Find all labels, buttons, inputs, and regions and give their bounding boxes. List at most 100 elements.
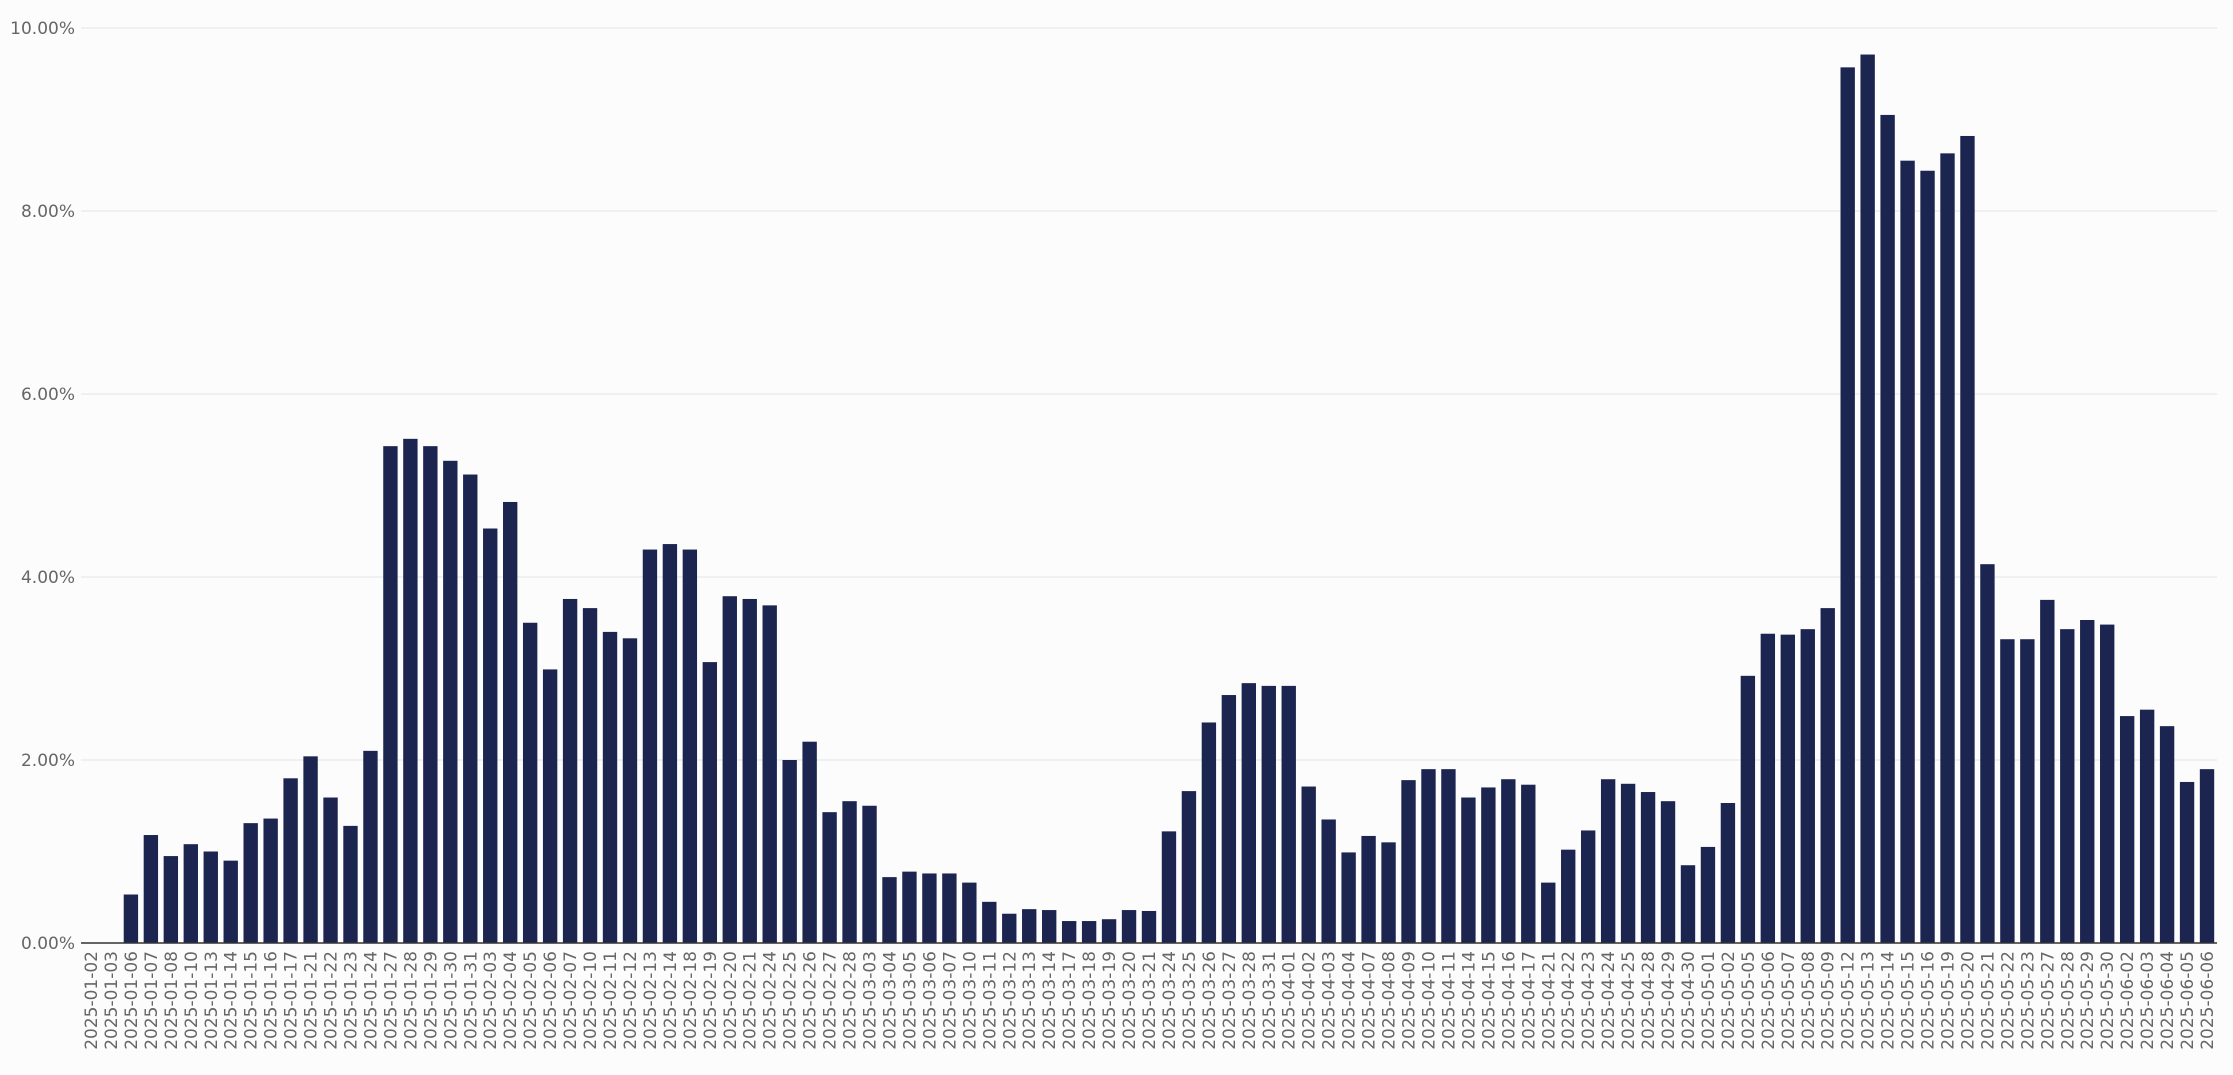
bar (2060, 629, 2075, 943)
x-tick-label: 2025-05-27 (2038, 951, 2058, 1050)
bar (303, 756, 318, 943)
bar (1281, 685, 1296, 943)
x-tick-label: 2025-01-13 (202, 951, 222, 1050)
x-tick-label: 2025-03-13 (1020, 951, 1040, 1050)
bar (2040, 599, 2055, 943)
x-tick-label: 2025-01-28 (401, 951, 421, 1050)
bar (1880, 114, 1895, 944)
x-tick-label: 2025-04-23 (1579, 951, 1599, 1050)
x-tick-label: 2025-01-02 (82, 951, 102, 1050)
x-tick-label: 2025-02-04 (501, 951, 521, 1050)
x-tick-label: 2025-02-26 (801, 951, 821, 1050)
y-tick-label: 10.00% (10, 19, 75, 39)
bar (2119, 716, 2135, 943)
x-tick-label: 2025-01-23 (341, 951, 361, 1050)
x-tick-label: 2025-04-24 (1599, 951, 1619, 1050)
x-tick-label: 2025-02-24 (761, 951, 781, 1050)
x-tick-label: 2025-01-21 (302, 951, 322, 1050)
x-tick-label: 2025-05-08 (1799, 951, 1819, 1050)
x-tick-label: 2025-01-10 (182, 951, 202, 1050)
x-tick-label: 2025-06-04 (2158, 951, 2178, 1050)
x-tick-label: 2025-03-05 (900, 951, 920, 1050)
bar (1401, 780, 1416, 943)
bar (1441, 769, 1456, 943)
x-tick-label: 2025-02-19 (701, 951, 721, 1050)
x-tick-label: 2025-03-19 (1100, 951, 1120, 1050)
bar (343, 825, 358, 943)
bar (1421, 769, 1436, 943)
x-tick-label: 2025-02-06 (541, 951, 561, 1050)
x-tick-label: 2025-05-29 (2078, 951, 2098, 1050)
bar (1940, 153, 1955, 944)
x-tick-label: 2025-05-09 (1819, 951, 1839, 1050)
x-tick-label: 2025-05-01 (1699, 951, 1719, 1050)
bar (1121, 910, 1137, 943)
x-tick-label: 2025-02-13 (641, 951, 661, 1050)
y-tick-label: 2.00% (21, 751, 75, 771)
x-tick-label: 2025-03-21 (1140, 951, 1160, 1050)
bar (1002, 913, 1017, 943)
bar (642, 549, 658, 943)
x-tick-label: 2025-04-11 (1439, 951, 1459, 1050)
bar (682, 549, 698, 943)
y-tick-label: 6.00% (21, 385, 75, 405)
x-tick-label: 2025-01-03 (102, 951, 122, 1050)
x-tick-label: 2025-03-12 (1000, 951, 1020, 1050)
bar (1221, 695, 1237, 943)
bar (2139, 709, 2155, 943)
bar (323, 797, 338, 943)
bar (902, 871, 917, 943)
bar (2020, 639, 2035, 943)
x-tick-label: 2025-05-02 (1719, 951, 1739, 1050)
x-tick-label: 2025-03-14 (1040, 951, 1060, 1050)
bar (622, 638, 638, 943)
x-tick-label: 2025-05-13 (1859, 951, 1879, 1050)
bar (1760, 633, 1776, 943)
x-tick-label: 2025-01-14 (222, 951, 242, 1050)
x-tick-label: 2025-02-27 (821, 951, 841, 1050)
bar (2080, 620, 2095, 943)
bar (123, 894, 139, 943)
bar (2100, 624, 2115, 943)
bar (1301, 786, 1316, 943)
bar (223, 860, 238, 943)
bar (2179, 781, 2195, 943)
x-tick-label: 2025-03-18 (1080, 951, 1100, 1050)
x-tick-label: 2025-04-25 (1619, 951, 1639, 1050)
x-tick-label: 2025-01-31 (461, 951, 481, 1050)
x-tick-label: 2025-04-16 (1499, 951, 1519, 1050)
x-tick-label: 2025-02-28 (841, 951, 861, 1050)
x-tick-label: 2025-01-22 (322, 951, 342, 1050)
bar (463, 474, 478, 943)
bar (203, 851, 218, 943)
x-tick-label: 2025-03-10 (960, 951, 980, 1050)
x-tick-label: 2025-05-05 (1739, 951, 1759, 1050)
x-tick-label: 2025-02-11 (601, 951, 621, 1050)
x-tick-label: 2025-05-19 (1939, 951, 1959, 1050)
bar (1361, 835, 1376, 943)
x-tick-label: 2025-03-06 (920, 951, 940, 1050)
bar (1900, 160, 1915, 944)
bar (1700, 846, 1716, 943)
bar (1061, 921, 1077, 943)
bar (1541, 882, 1556, 943)
bar (143, 835, 159, 943)
x-tick-label: 2025-05-14 (1879, 951, 1899, 1050)
x-tick-label: 2025-03-24 (1160, 951, 1180, 1050)
x-tick-label: 2025-01-06 (122, 951, 142, 1050)
x-tick-label: 2025-05-15 (1899, 951, 1919, 1050)
bar (1481, 787, 1496, 943)
bar (822, 812, 837, 943)
bar (602, 631, 618, 943)
bar (1341, 852, 1356, 943)
bar (982, 901, 997, 943)
x-tick-label: 2025-05-12 (1839, 951, 1859, 1050)
bar (1461, 797, 1476, 943)
bar (423, 446, 438, 943)
x-tick-label: 2025-05-28 (2058, 951, 2078, 1050)
x-tick-label: 2025-04-30 (1679, 951, 1699, 1050)
bar (942, 873, 957, 943)
bar (702, 662, 718, 943)
x-tick-label: 2025-02-25 (781, 951, 801, 1050)
